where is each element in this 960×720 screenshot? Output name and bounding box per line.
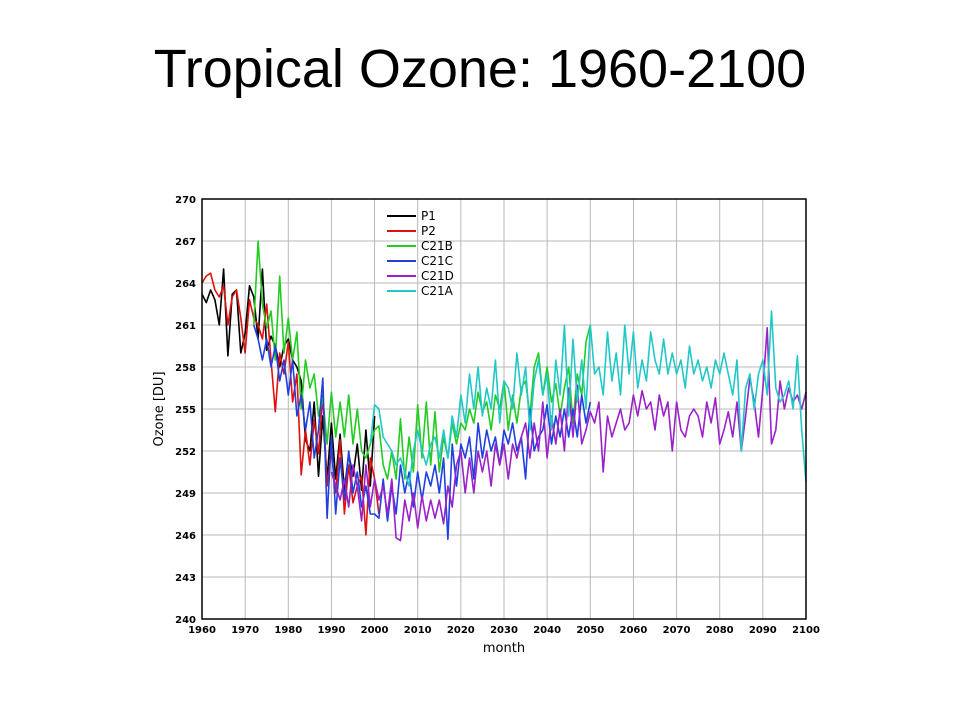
legend-label-c21b: C21B	[421, 239, 453, 253]
x-tick-label: 1980	[274, 625, 302, 636]
series-lines	[201, 240, 807, 542]
series-line-c21d	[330, 326, 807, 542]
series-line-p2	[201, 272, 380, 536]
x-tick-label: 2030	[490, 625, 518, 636]
legend-label-p1: P1	[421, 209, 436, 223]
x-tick-label: 2060	[620, 625, 648, 636]
y-tick-label: 261	[175, 321, 196, 332]
x-tick-label: 2040	[533, 625, 561, 636]
y-tick-label: 255	[175, 405, 196, 416]
y-tick-label: 246	[175, 531, 196, 542]
legend-label-p2: P2	[421, 224, 436, 238]
y-tick-label: 240	[175, 615, 196, 626]
y-tick-label: 258	[175, 363, 196, 374]
plot-frame	[201, 198, 807, 620]
x-tick-label: 2010	[404, 625, 432, 636]
legend-label-c21c: C21C	[421, 254, 453, 268]
x-tick-label: 2070	[663, 625, 691, 636]
legend-label-c21a: C21A	[421, 284, 454, 298]
y-tick-label: 249	[175, 489, 196, 500]
y-tick-label: 270	[175, 195, 196, 206]
series-line-c21a	[369, 310, 807, 487]
x-tick-label: 2000	[361, 625, 389, 636]
x-tick-label: 1970	[231, 625, 259, 636]
slide-title: Tropical Ozone: 1960-2100	[153, 39, 807, 99]
y-axis-label: Ozone [DU]	[152, 371, 167, 446]
y-tick-label: 267	[175, 237, 196, 248]
x-tick-label: 1990	[318, 625, 346, 636]
x-tick-label: 2050	[576, 625, 604, 636]
x-tick-label: 1960	[188, 625, 216, 636]
tick-labels: 1960 1970 1980 1990 2000 2010 2020 2030 2040 2050…	[175, 195, 820, 636]
series-line-c21b	[253, 240, 592, 480]
x-tick-label: 2100	[792, 625, 820, 636]
x-tick-label: 2080	[706, 625, 734, 636]
x-tick-label: 2020	[447, 625, 475, 636]
x-tick-label: 2090	[749, 625, 777, 636]
y-tick-label: 243	[175, 573, 196, 584]
grid-lines	[201, 198, 807, 620]
legend-label-c21d: C21D	[421, 269, 454, 283]
x-axis-label: month	[483, 641, 525, 656]
y-tick-label: 264	[175, 279, 196, 290]
y-tick-label: 252	[175, 447, 196, 458]
